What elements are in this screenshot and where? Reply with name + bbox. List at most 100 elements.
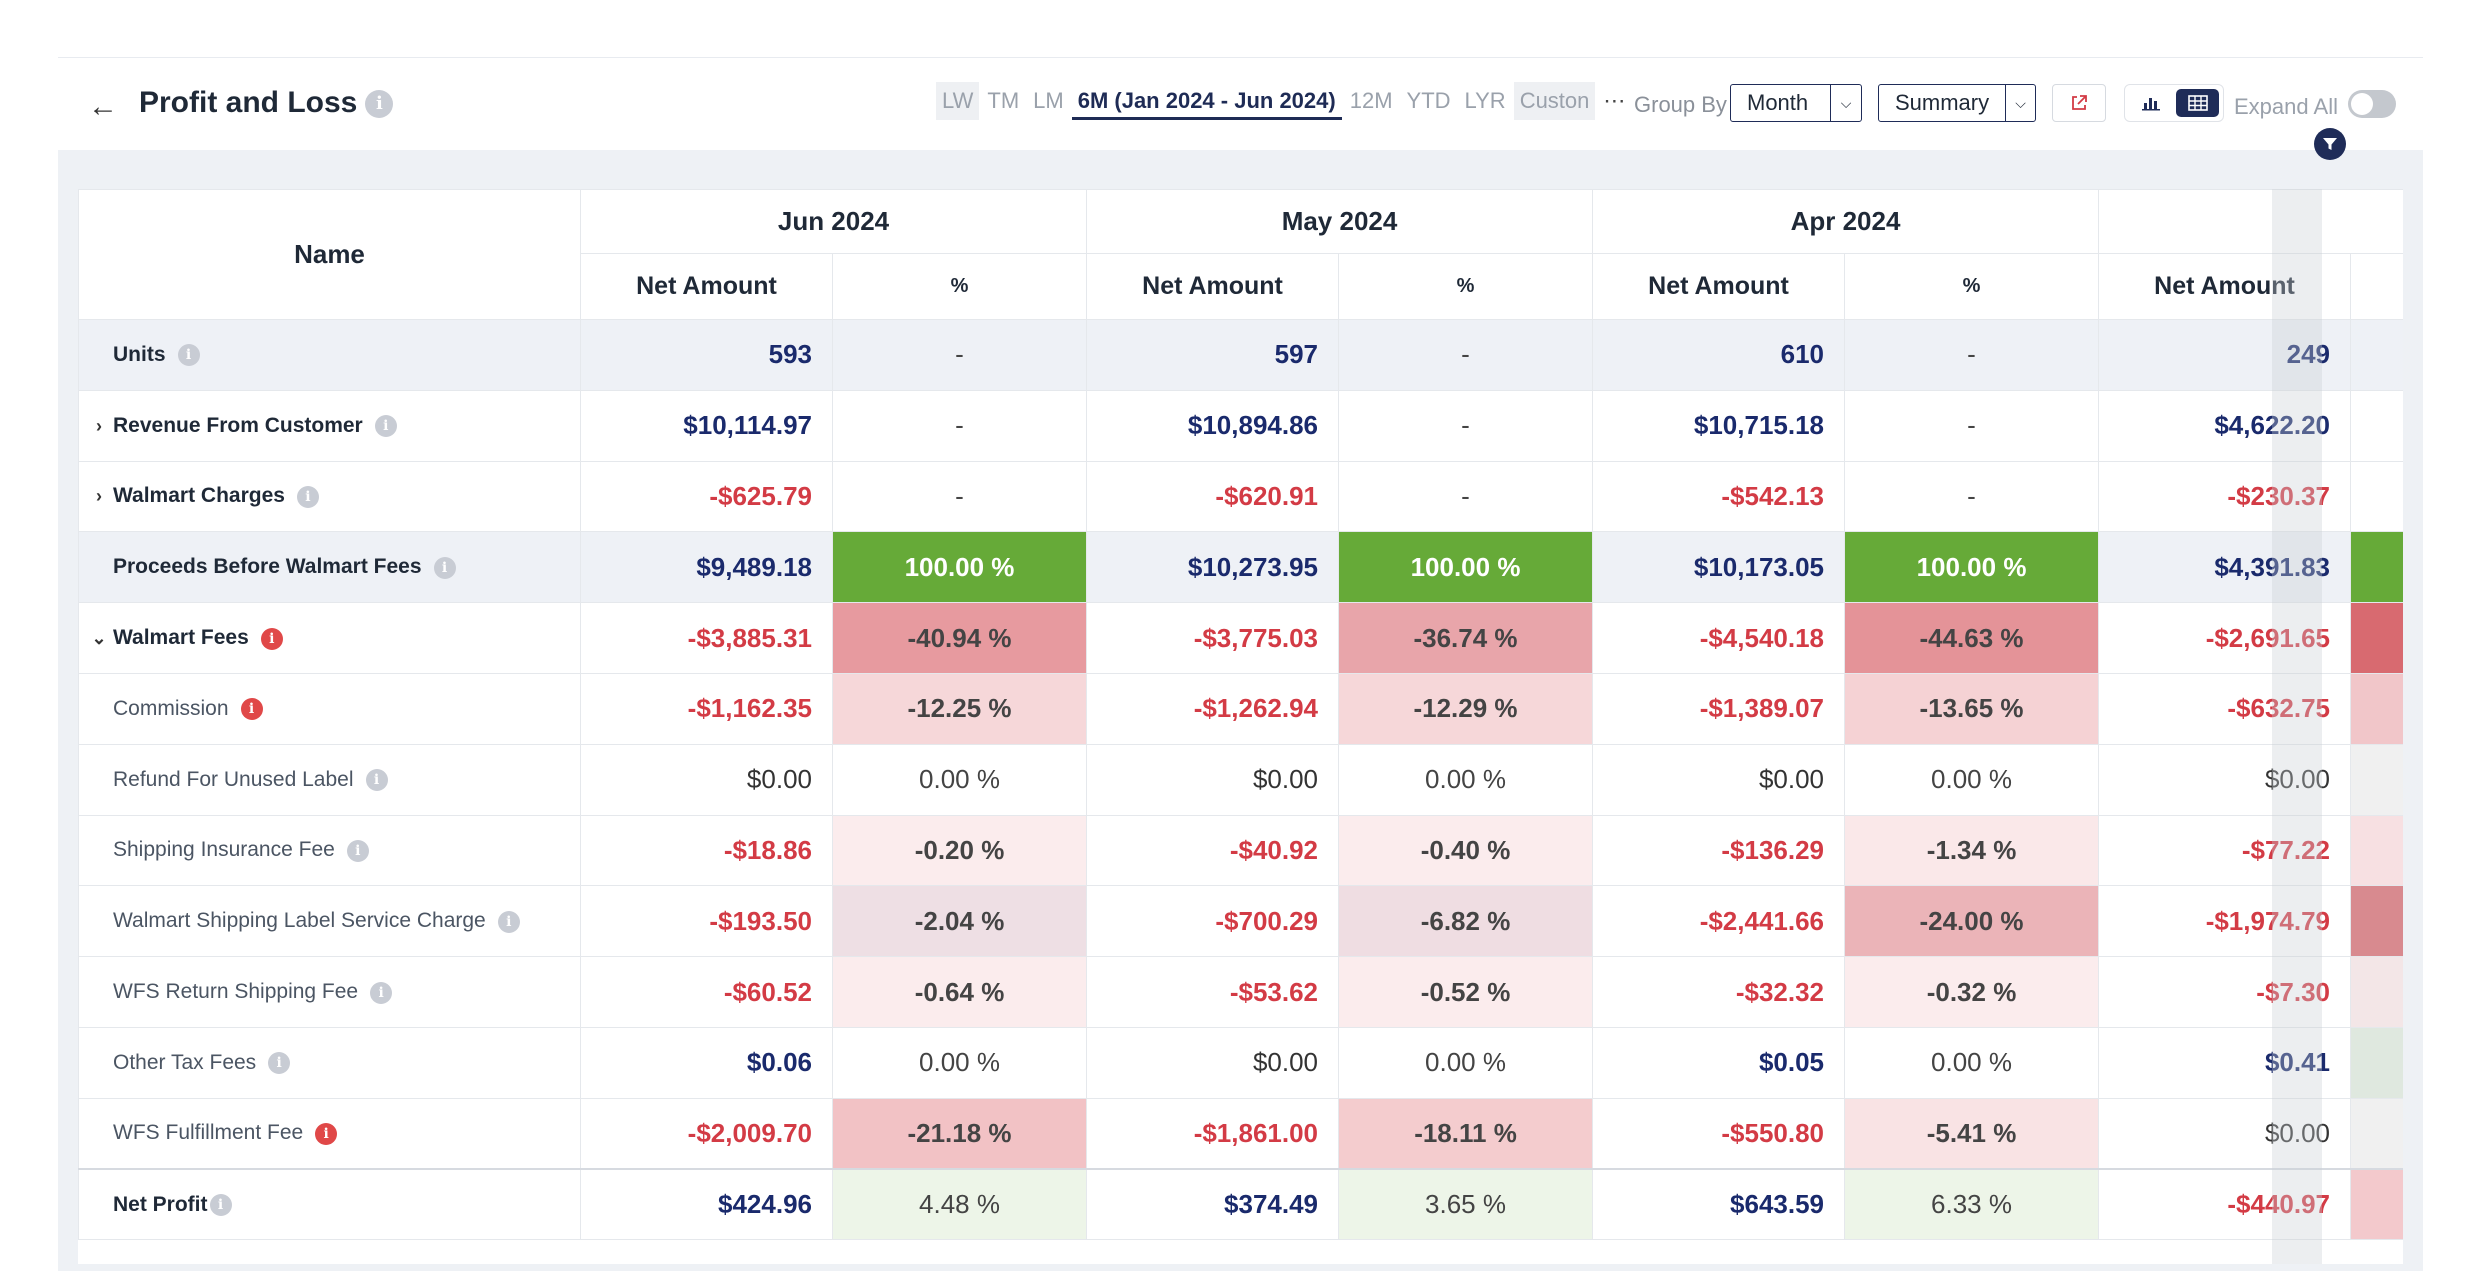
period-option[interactable]: Custon <box>1513 82 1596 120</box>
net-amount-cell: -$4,540.18 <box>1592 602 1846 674</box>
net-amount-cell: -$40.92 <box>1086 814 1340 887</box>
percent-cell: -18.11 % <box>1338 1097 1594 1170</box>
export-button[interactable] <box>2052 84 2106 122</box>
percent-cell: - <box>831 460 1088 533</box>
filter-icon[interactable] <box>2314 128 2346 160</box>
info-icon[interactable]: i <box>365 90 394 119</box>
chevron-down-icon[interactable]: ⌵ <box>1830 85 1861 121</box>
table-row: Other Tax Fees i $0.06 0.00 % $0.00 0.00 % $0.… <box>78 1026 2403 1099</box>
net-amount-cell: $0.00 <box>1086 1026 1340 1099</box>
net-amount-cell: -$1,389.07 <box>1592 672 1846 745</box>
period-option[interactable]: LM <box>1033 88 1064 113</box>
table-icon <box>2187 95 2208 111</box>
info-icon[interactable]: i <box>209 1194 232 1217</box>
chevron-right-icon[interactable]: › <box>96 486 102 507</box>
percent-cell: 0.00 % <box>1844 743 2100 816</box>
net-amount-cell: $10,173.05 <box>1592 531 1846 604</box>
percent-header: % <box>1844 253 2100 320</box>
row-label: Shipping Insurance Fee <box>113 838 335 862</box>
view-select[interactable]: Summary ⌵ <box>1878 84 2036 122</box>
net-amount-cell: $10,273.95 <box>1086 531 1340 604</box>
percent-cell: - <box>1844 319 2100 391</box>
percent-cell: -40.94 % <box>831 602 1088 674</box>
info-icon[interactable]: i <box>374 415 397 438</box>
percent-cell <box>2350 956 2403 1028</box>
back-arrow-icon[interactable]: ← <box>88 90 118 123</box>
row-label: Refund For Unused Label <box>113 767 354 791</box>
info-icon[interactable]: i <box>433 556 456 579</box>
period-option[interactable]: TM <box>987 88 1020 113</box>
month-header: Apr 2024 <box>1592 189 2100 254</box>
row-name-cell[interactable]: ⌄ Walmart Fees i <box>78 602 581 674</box>
percent-cell: -13.65 % <box>1844 672 2100 745</box>
expand-all-toggle[interactable] <box>2348 90 2396 118</box>
percent-header: % <box>1338 253 1594 320</box>
percent-cell: 0.00 % <box>1844 1026 2100 1099</box>
info-icon[interactable]: i <box>296 485 319 508</box>
net-amount-header: Net Amount <box>2098 253 2352 320</box>
chevron-down-icon[interactable]: ⌵ <box>2005 85 2035 121</box>
net-amount-cell: -$542.13 <box>1592 460 1846 533</box>
name-column-header: Name <box>78 189 581 320</box>
row-name-cell: Proceeds Before Walmart Fees i <box>78 531 581 604</box>
info-icon[interactable]: i <box>315 1122 338 1145</box>
net-amount-cell: $0.00 <box>1592 743 1846 816</box>
net-amount-cell: -$440.97 <box>2098 1168 2352 1241</box>
chevron-right-icon[interactable]: › <box>96 415 102 436</box>
period-option[interactable]: YTD <box>1406 88 1451 113</box>
percent-cell: -36.74 % <box>1338 602 1594 674</box>
percent-cell: -0.32 % <box>1844 956 2100 1028</box>
period-option[interactable]: 6M (Jan 2024 - Jun 2024) <box>1071 82 1342 120</box>
net-amount-header: Net Amount <box>1592 253 1846 320</box>
percent-cell: 100.00 % <box>831 531 1088 604</box>
percent-cell <box>2350 319 2403 391</box>
info-icon[interactable]: i <box>497 910 520 933</box>
percent-cell: - <box>831 319 1088 391</box>
net-amount-cell: 249 <box>2098 319 2352 391</box>
net-amount-cell: -$1,262.94 <box>1086 672 1340 745</box>
percent-cell: 3.65 % <box>1338 1168 1594 1241</box>
percent-cell <box>2350 1097 2403 1170</box>
net-amount-cell: -$18.86 <box>580 814 833 887</box>
chevron-down-icon[interactable]: ⌄ <box>91 628 107 649</box>
percent-cell: -6.82 % <box>1338 885 1594 958</box>
table-row: Units i 593-597-610-249 <box>78 319 2403 391</box>
info-icon[interactable]: i <box>177 344 200 367</box>
view-mode-toggle <box>2124 84 2224 122</box>
period-option[interactable]: LYR <box>1464 88 1506 113</box>
row-name-cell: Refund For Unused Label i <box>78 743 581 816</box>
info-icon[interactable]: i <box>365 769 388 792</box>
info-icon[interactable]: i <box>260 627 283 650</box>
group-by-select[interactable]: Month ⌵ <box>1730 84 1862 122</box>
percent-cell: 0.00 % <box>831 1026 1088 1099</box>
percent-cell <box>2350 460 2403 533</box>
info-icon[interactable]: i <box>240 698 263 721</box>
percent-cell: 1 <box>2350 531 2403 604</box>
table-row: Walmart Shipping Label Service Charge i -$… <box>78 885 2403 958</box>
percent-cell <box>2350 1026 2403 1099</box>
chart-view-button[interactable] <box>2129 89 2172 117</box>
table-row: Commission i -$1,162.35 -12.25 % -$1,262.94-… <box>78 672 2403 745</box>
percent-cell <box>2350 602 2403 674</box>
net-amount-cell: -$2,691.65 <box>2098 602 2352 674</box>
period-option[interactable]: LW <box>936 82 980 120</box>
table-row: Shipping Insurance Fee i -$18.86 -0.20 % -$4… <box>78 814 2403 887</box>
net-amount-cell: -$77.22 <box>2098 814 2352 887</box>
row-name-cell[interactable]: › Revenue From Customer i <box>78 389 581 462</box>
percent-cell <box>2350 672 2403 745</box>
period-option[interactable]: 12M <box>1349 88 1393 113</box>
percent-cell: -0.64 % <box>831 956 1088 1028</box>
row-name-cell[interactable]: › Walmart Charges i <box>78 460 581 533</box>
table-view-button[interactable] <box>2176 89 2219 117</box>
row-label: WFS Fulfillment Fee <box>113 1121 304 1145</box>
more-options-icon[interactable]: ⋯ <box>1603 88 1626 113</box>
info-icon[interactable]: i <box>370 981 393 1004</box>
percent-cell <box>2350 389 2403 462</box>
row-label: Net Profit <box>113 1192 208 1216</box>
page-header: ← Profit and Loss i LW TM LM 6M (Jan 2024 - … <box>58 57 2423 150</box>
info-icon[interactable]: i <box>346 839 369 862</box>
info-icon[interactable]: i <box>268 1052 291 1075</box>
percent-cell <box>2350 743 2403 816</box>
